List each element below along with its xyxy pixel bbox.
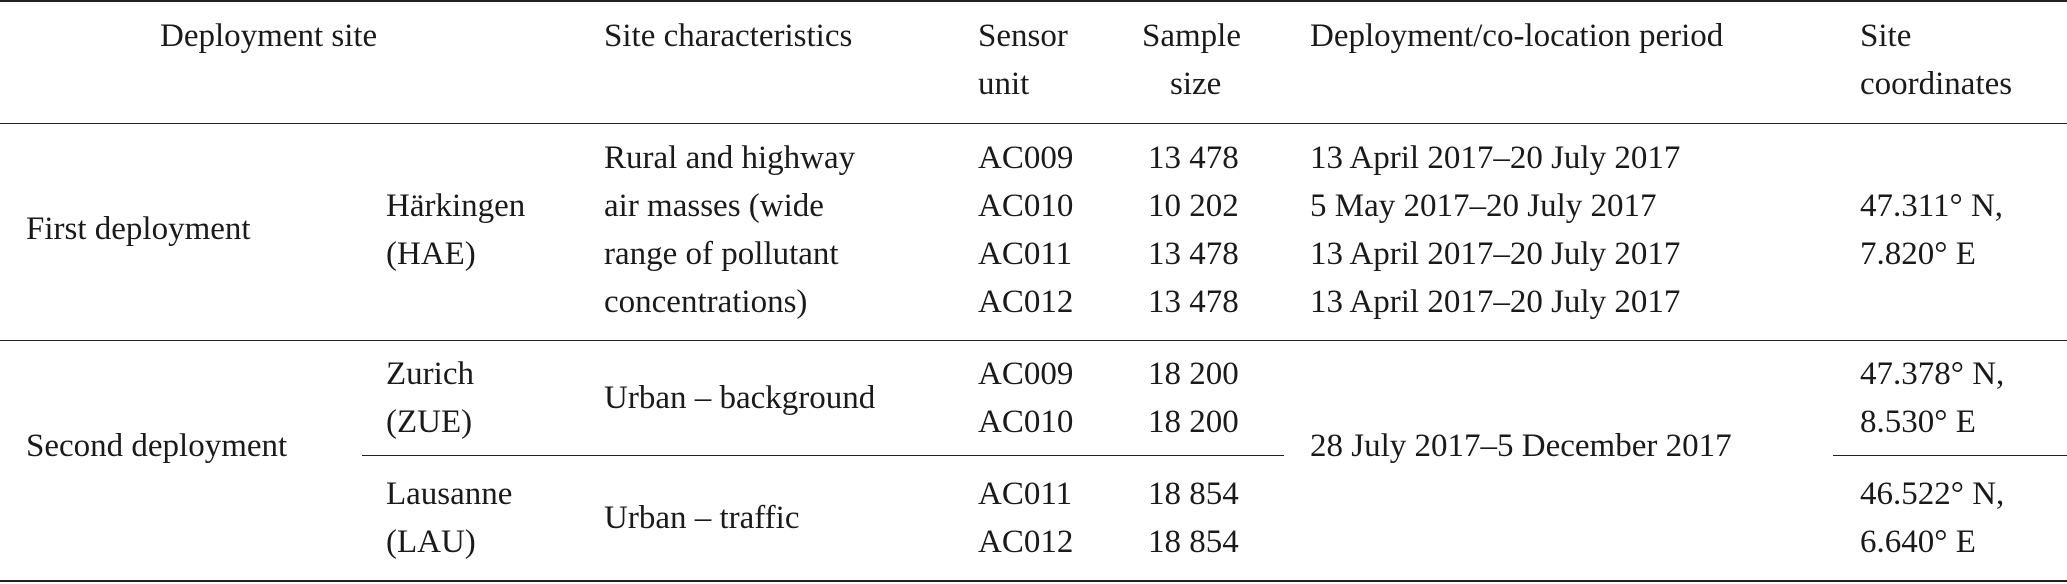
site-coordinates: 47.311° N,	[1860, 188, 2004, 224]
header-site-characteristics: Site characteristics	[604, 18, 853, 54]
sensor-unit: AC011	[978, 476, 1073, 512]
sample-size: 18 200	[1148, 404, 1239, 440]
site-characteristics-line: concentrations)	[604, 284, 808, 320]
site-coordinates: 7.820° E	[1860, 236, 1976, 272]
sample-size: 13 478	[1148, 236, 1239, 272]
bottom-rule	[0, 580, 2067, 582]
site-characteristics-line: air masses (wide	[604, 188, 824, 224]
sample-size: 18 200	[1148, 356, 1239, 392]
sensor-unit: AC009	[978, 356, 1074, 392]
sample-size: 18 854	[1148, 476, 1239, 512]
deployment-period: 13 April 2017–20 July 2017	[1310, 140, 1681, 176]
top-rule	[0, 0, 2067, 2]
first-deployment-label: First deployment	[26, 211, 251, 247]
site-name: Härkingen	[386, 188, 526, 224]
site-name: Lausanne	[386, 476, 513, 512]
site-code: (ZUE)	[386, 404, 473, 440]
sensor-unit: AC009	[978, 140, 1074, 176]
sample-size: 13 478	[1148, 284, 1239, 320]
header-sample-size: Sample	[1142, 18, 1241, 54]
header-coordinates: Site	[1860, 18, 1912, 54]
site-characteristics-line: Rural and highway	[604, 140, 856, 176]
site-coordinates: 6.640° E	[1860, 524, 1976, 560]
site-name: Zurich	[386, 356, 474, 392]
deployment-period: 13 April 2017–20 July 2017	[1310, 236, 1681, 272]
sensor-unit: AC012	[978, 284, 1074, 320]
site-characteristics-line: range of pollutant	[604, 236, 839, 272]
sample-size: 10 202	[1148, 188, 1239, 224]
second-deployment-label: Second deployment	[26, 428, 288, 464]
site-rule-left	[362, 455, 1284, 456]
deployment-period: 5 May 2017–20 July 2017	[1310, 188, 1657, 224]
header-sample-size-2: size	[1170, 66, 1222, 102]
group-rule	[0, 340, 2067, 341]
header-deployment-site: Deployment site	[160, 18, 378, 54]
header-sensor-unit-2: unit	[978, 66, 1030, 102]
header-rule	[0, 123, 2067, 124]
site-rule-right	[1833, 455, 2067, 456]
shared-deployment-period: 28 July 2017–5 December 2017	[1310, 428, 1732, 464]
sample-size: 18 854	[1148, 524, 1239, 560]
sample-size: 13 478	[1148, 140, 1239, 176]
header-sensor-unit: Sensor	[978, 18, 1068, 54]
header-period: Deployment/co-location period	[1310, 18, 1724, 54]
site-characteristics-line: Urban – background	[604, 380, 876, 416]
header-coordinates-2: coordinates	[1860, 66, 2013, 102]
site-coordinates: 46.522° N,	[1860, 476, 2005, 512]
site-coordinates: 8.530° E	[1860, 404, 1976, 440]
sensor-unit: AC012	[978, 524, 1074, 560]
site-code: (HAE)	[386, 236, 476, 272]
deployment-period: 13 April 2017–20 July 2017	[1310, 284, 1681, 320]
sensor-unit: AC010	[978, 404, 1074, 440]
sensor-unit: AC010	[978, 188, 1074, 224]
site-code: (LAU)	[386, 524, 476, 560]
sensor-unit: AC011	[978, 236, 1073, 272]
site-characteristics-line: Urban – traffic	[604, 500, 800, 536]
site-coordinates: 47.378° N,	[1860, 356, 2005, 392]
